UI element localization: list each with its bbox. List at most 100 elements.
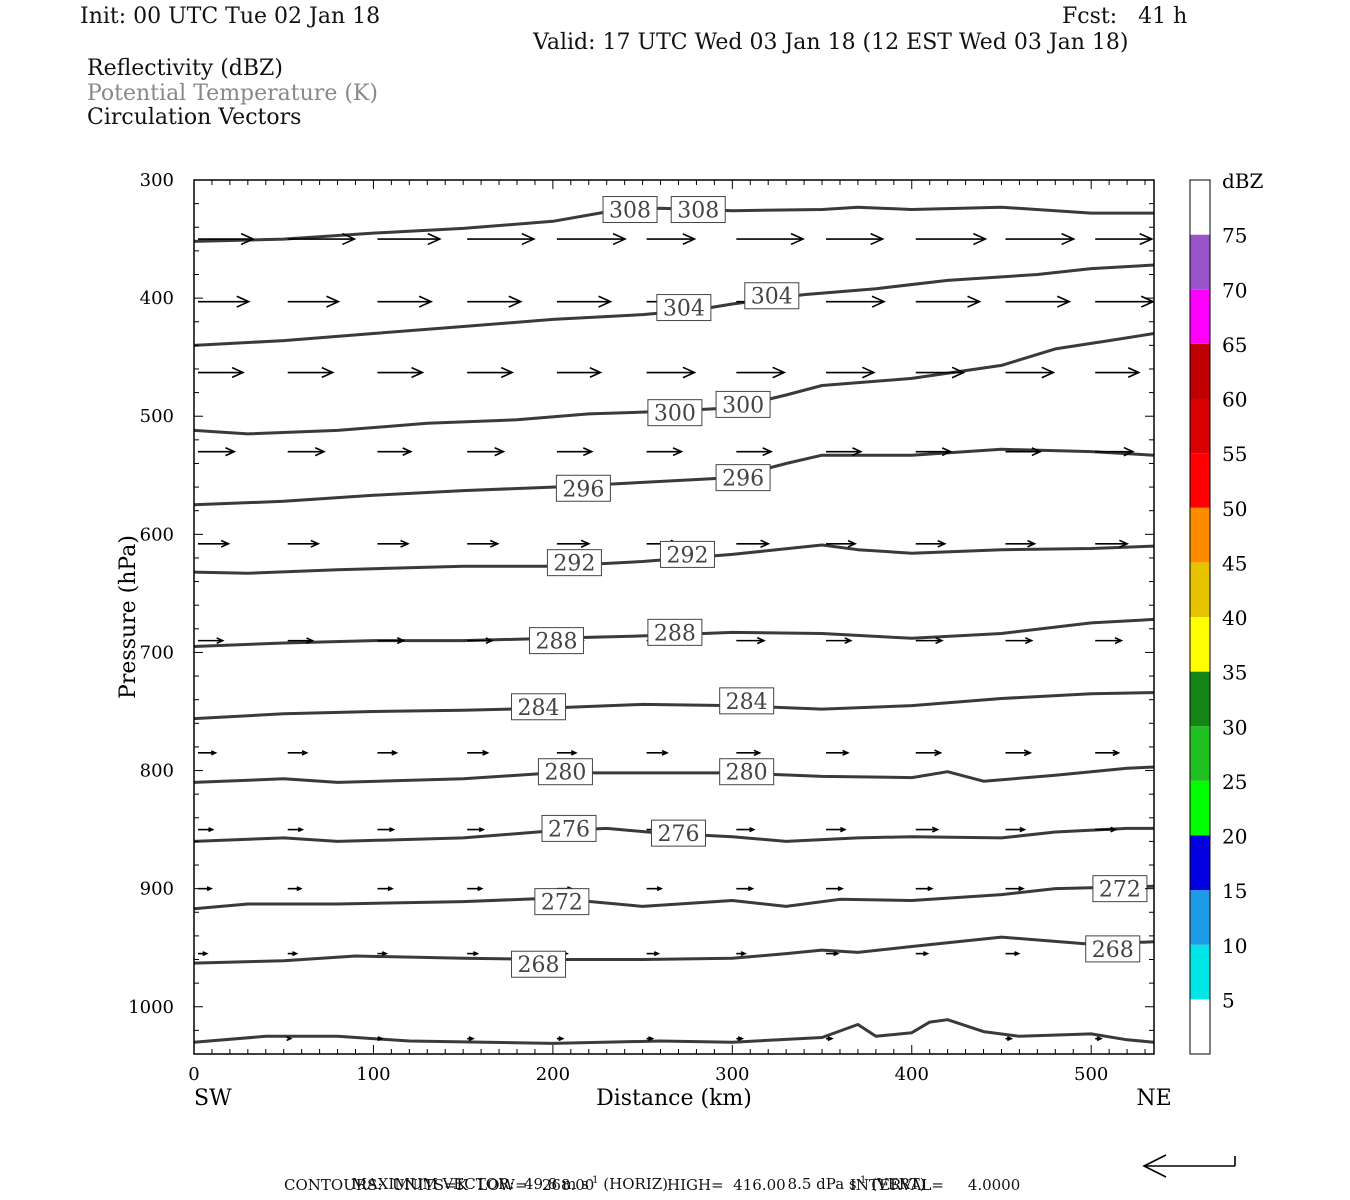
circulation-vector (736, 232, 805, 246)
contour-label-280: 280 (719, 758, 775, 786)
theta-contour-264 (194, 1018, 1154, 1045)
contour-label-text: 300 (722, 393, 764, 418)
contour-label-304: 304 (744, 282, 800, 310)
circulation-vector (377, 539, 410, 548)
contour-label-284: 284 (511, 693, 567, 721)
circulation-vector (286, 1036, 293, 1042)
contour-label-300: 300 (715, 390, 771, 418)
y-tick-label: 1000 (128, 997, 174, 1018)
field-potential-temperature: Potential Temperature (K) (87, 81, 378, 106)
y-tick-label: 900 (140, 879, 174, 900)
contour-label-text: 280 (544, 761, 586, 786)
circulation-vector (826, 951, 840, 957)
circulation-vector (467, 637, 494, 645)
circulation-vector (736, 539, 771, 548)
x-axis-label: Distance (km) (596, 1086, 752, 1111)
x-tick-label: 100 (356, 1064, 390, 1085)
circulation-vector (915, 951, 930, 957)
contour-label-296: 296 (555, 474, 611, 502)
contour-interval: INTERVAL= 4.0000 (850, 1176, 1021, 1194)
contour-label-280: 280 (537, 758, 593, 786)
colorbar-label: 20 (1222, 825, 1247, 849)
theta-contour-268 (194, 935, 1154, 965)
colorbar-label: 45 (1222, 551, 1247, 575)
circulation-vector (198, 951, 209, 957)
circulation-vector (467, 295, 523, 308)
x-tick-label: 400 (895, 1064, 929, 1085)
colorbar-label: 25 (1222, 770, 1247, 794)
circulation-vector (826, 539, 857, 548)
contour-label-292: 292 (546, 549, 602, 577)
colorbar-bin-25-30 (1190, 726, 1210, 781)
circulation-vector (377, 827, 396, 833)
y-tick-label: 600 (140, 524, 174, 545)
circulation-vector (646, 366, 697, 379)
circulation-vector (287, 446, 326, 457)
circulation-vector (556, 367, 603, 378)
colorbar-label: 55 (1222, 442, 1247, 466)
plot-frame (193, 179, 1155, 1055)
circulation-vector (467, 1036, 475, 1042)
max-vector-horiz: MAXIMUM VECTOR: 49.8 m s-1 (HORIZ) (351, 1175, 669, 1193)
circulation-vector (198, 750, 218, 756)
colorbar-frame (1189, 179, 1211, 1055)
contour-high: HIGH= 416.00 (667, 1176, 786, 1194)
colorbar-bin-75-80 (1190, 180, 1210, 235)
contour-units-low: CONTOURS: UNITS=K LOW= 268.00 (284, 1176, 595, 1194)
circulation-vector (826, 749, 850, 756)
circulation-vector (1005, 886, 1025, 892)
y-tick-label: 800 (140, 761, 174, 782)
circulation-vector (467, 446, 506, 457)
colorbar-label: 65 (1222, 333, 1247, 357)
circulation-vector (1005, 826, 1027, 833)
y-tick-label: 400 (140, 288, 174, 309)
circulation-vector (377, 447, 413, 457)
circulation-vector (915, 826, 940, 833)
circulation-vector (287, 951, 299, 957)
colorbar-label: 10 (1222, 934, 1247, 958)
colorbar-bin-30-35 (1190, 671, 1210, 727)
circulation-vector (915, 886, 934, 892)
circulation-vector (556, 295, 613, 308)
circulation-vector (915, 366, 966, 379)
circulation-vector (826, 447, 863, 457)
circulation-vector (467, 886, 484, 892)
contour-label-288: 288 (647, 618, 703, 646)
circulation-vector (1005, 366, 1056, 379)
y-tick-label: 700 (140, 642, 174, 663)
circulation-vector (736, 366, 787, 379)
x-tick-label: 300 (715, 1064, 749, 1085)
theta-contour-272 (194, 884, 1154, 911)
circulation-vector (556, 539, 591, 548)
colorbar-label: 5 (1222, 988, 1235, 1012)
reference-vector-arrow (1142, 1154, 1236, 1178)
x-end-label-ne: NE (1136, 1086, 1171, 1111)
colorbar-bin-70-75 (1190, 234, 1210, 290)
colorbar-bin-0-5 (1190, 999, 1210, 1054)
circulation-vector (915, 539, 947, 548)
theta-contour-276 (194, 826, 1154, 843)
circulation-vector (1095, 367, 1141, 378)
circulation-vector (1095, 749, 1121, 757)
contour-label-272: 272 (534, 888, 590, 916)
theta-contour-292 (194, 543, 1154, 575)
contour-label-304: 304 (656, 294, 712, 322)
circulation-vector (1005, 295, 1072, 308)
circulation-vector (1095, 637, 1124, 645)
contour-label-text: 268 (1092, 938, 1134, 963)
circulation-vector (556, 447, 594, 457)
circulation-vector (377, 886, 394, 892)
x-end-label-sw: SW (194, 1086, 232, 1111)
colorbar-label: 75 (1222, 224, 1247, 248)
colorbar-label: 60 (1222, 388, 1247, 412)
circulation-vector (198, 232, 256, 246)
contour-label-308: 308 (670, 196, 726, 224)
circulation-vector (1005, 951, 1021, 957)
circulation-vector (915, 232, 988, 246)
contour-label-text: 300 (654, 402, 696, 427)
valid-time: Valid: 17 UTC Wed 03 Jan 18 (12 EST Wed … (533, 30, 1129, 55)
colorbar-title: dBZ (1222, 169, 1264, 193)
contour-label-text: 280 (726, 761, 768, 786)
circulation-vector (646, 886, 664, 892)
